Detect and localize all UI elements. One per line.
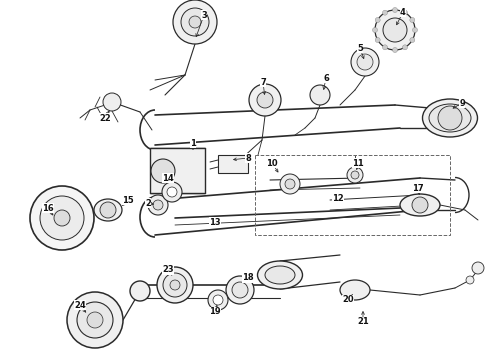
Text: 21: 21 [357, 318, 369, 327]
Circle shape [162, 182, 182, 202]
Text: 24: 24 [74, 301, 86, 310]
Circle shape [100, 202, 116, 218]
Circle shape [151, 159, 175, 183]
Circle shape [249, 84, 281, 116]
Ellipse shape [265, 266, 295, 284]
Circle shape [148, 195, 168, 215]
Text: 12: 12 [332, 194, 344, 202]
Ellipse shape [258, 261, 302, 289]
Circle shape [103, 93, 121, 111]
Circle shape [357, 54, 373, 70]
Circle shape [347, 167, 363, 183]
Text: 23: 23 [162, 266, 174, 274]
Circle shape [87, 312, 103, 328]
Text: 5: 5 [357, 44, 363, 53]
Text: 13: 13 [209, 217, 221, 226]
Circle shape [392, 48, 397, 53]
Bar [218, 155, 248, 173]
Ellipse shape [130, 281, 150, 301]
Text: 20: 20 [342, 296, 354, 305]
Circle shape [410, 18, 415, 23]
Text: 9: 9 [459, 99, 465, 108]
Circle shape [410, 37, 415, 42]
Text: 15: 15 [122, 195, 134, 204]
Ellipse shape [340, 280, 370, 300]
Text: 4: 4 [400, 8, 406, 17]
Circle shape [375, 37, 380, 42]
Circle shape [372, 27, 377, 32]
Circle shape [402, 45, 408, 50]
Text: 8: 8 [245, 153, 251, 162]
Circle shape [208, 290, 228, 310]
Circle shape [181, 8, 209, 36]
Text: 6: 6 [323, 73, 329, 82]
Circle shape [40, 196, 84, 240]
Text: 3: 3 [201, 10, 207, 19]
Ellipse shape [422, 99, 477, 137]
Circle shape [280, 174, 300, 194]
Text: 17: 17 [412, 184, 424, 193]
Circle shape [67, 292, 123, 348]
Circle shape [285, 179, 295, 189]
Circle shape [383, 10, 388, 15]
Circle shape [157, 267, 193, 303]
Circle shape [412, 197, 428, 213]
Circle shape [402, 10, 408, 15]
Circle shape [383, 45, 388, 50]
Ellipse shape [94, 199, 122, 221]
Text: 18: 18 [242, 274, 254, 283]
Text: 7: 7 [260, 77, 266, 86]
Circle shape [438, 106, 462, 130]
Circle shape [232, 282, 248, 298]
Ellipse shape [429, 104, 471, 132]
Text: 22: 22 [99, 113, 111, 122]
Circle shape [170, 280, 180, 290]
Circle shape [375, 18, 380, 23]
Text: 14: 14 [162, 174, 174, 183]
Circle shape [413, 27, 417, 32]
Circle shape [310, 85, 330, 105]
Circle shape [226, 276, 254, 304]
Text: 2: 2 [145, 198, 151, 207]
Bar [150, 148, 205, 193]
Circle shape [213, 295, 223, 305]
Ellipse shape [400, 194, 440, 216]
Circle shape [392, 8, 397, 13]
Circle shape [472, 262, 484, 274]
Bar [255, 155, 450, 235]
Circle shape [189, 16, 201, 28]
Circle shape [257, 92, 273, 108]
Text: 1: 1 [190, 139, 196, 148]
Circle shape [466, 276, 474, 284]
Text: 10: 10 [266, 158, 278, 167]
Circle shape [173, 0, 217, 44]
Circle shape [153, 200, 163, 210]
Text: 16: 16 [42, 203, 54, 212]
Circle shape [77, 302, 113, 338]
Circle shape [163, 273, 187, 297]
Circle shape [54, 210, 70, 226]
Circle shape [375, 10, 415, 50]
Text: 19: 19 [209, 307, 221, 316]
Circle shape [383, 18, 407, 42]
Text: 11: 11 [352, 158, 364, 167]
Circle shape [167, 187, 177, 197]
Circle shape [351, 171, 359, 179]
Circle shape [351, 48, 379, 76]
Circle shape [30, 186, 94, 250]
